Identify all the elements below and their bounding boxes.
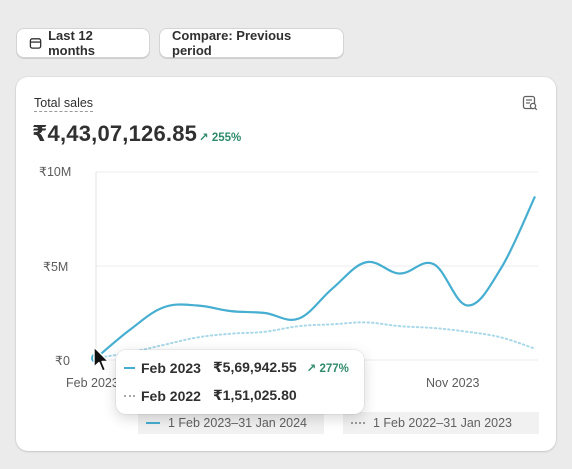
date-range-button[interactable]: Last 12 months (16, 28, 150, 58)
chart-tooltip: Feb 2023 ₹5,69,942.55 ↗ 277% Feb 2022 ₹1… (116, 350, 364, 414)
y-tick-label: ₹0 (55, 354, 70, 368)
tooltip-date: Feb 2023 (141, 359, 201, 376)
solid-line-icon (124, 366, 135, 369)
tooltip-row-previous: Feb 2022 ₹1,51,025.80 (124, 387, 297, 404)
arrow-up-right-icon: ↗ (306, 362, 317, 375)
arrow-up-right-icon: ↗ (199, 132, 209, 144)
tooltip-row-current: Feb 2023 ₹5,69,942.55 ↗ 277% (124, 359, 349, 376)
calendar-icon (29, 38, 42, 49)
tooltip-change: ↗ 277% (307, 361, 349, 375)
tooltip-change-value: 277% (319, 362, 349, 375)
series-line-previous (95, 321, 536, 360)
mouse-cursor-icon (93, 346, 110, 372)
x-tick-label: Nov 2023 (426, 376, 480, 390)
solid-line-icon (146, 422, 160, 424)
legend-label: 1 Feb 2023–31 Jan 2024 (168, 416, 308, 430)
x-tick-label: Feb 2023 (66, 376, 119, 390)
compare-button[interactable]: Compare: Previous period (159, 28, 344, 58)
series-line-current (95, 195, 536, 359)
sales-change-badge: ↗ 255% (199, 130, 241, 144)
explore-report-icon[interactable] (522, 95, 538, 111)
tooltip-value: ₹5,69,942.55 (212, 359, 297, 375)
y-tick-label: ₹10M (39, 165, 72, 179)
y-tick-label: ₹5M (43, 260, 69, 274)
total-sales-value: ₹4,43,07,126.85 (32, 121, 198, 146)
legend-label: 1 Feb 2022–31 Jan 2023 (373, 416, 513, 430)
tooltip-date: Feb 2022 (141, 387, 201, 404)
card-title[interactable]: Total sales (34, 96, 94, 112)
tooltip-value: ₹1,51,025.80 (212, 387, 297, 403)
dotted-line-icon (124, 394, 135, 397)
compare-label: Compare: Previous period (172, 28, 292, 58)
legend-item-previous[interactable]: 1 Feb 2022–31 Jan 2023 (343, 412, 539, 434)
legend-item-current[interactable]: 1 Feb 2023–31 Jan 2024 (138, 412, 324, 434)
dotted-line-icon (351, 422, 365, 424)
date-range-label: Last 12 months (48, 28, 96, 58)
sales-change-value: 255% (211, 132, 242, 144)
